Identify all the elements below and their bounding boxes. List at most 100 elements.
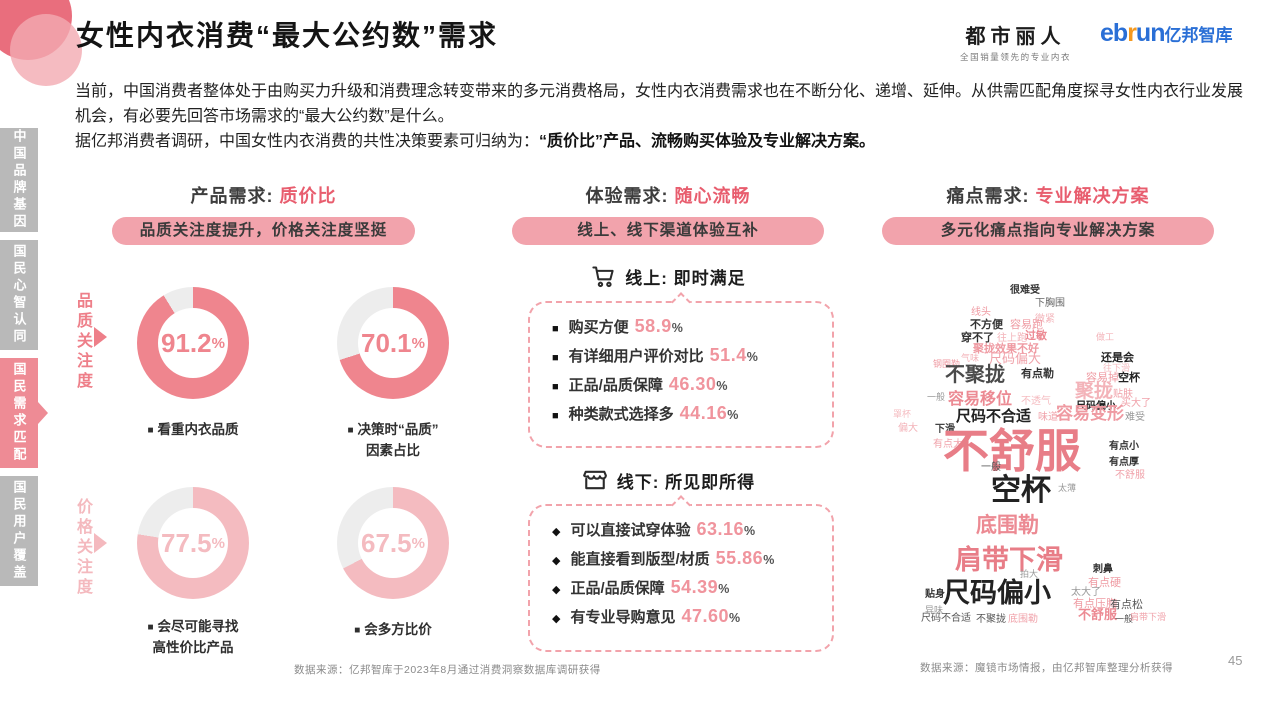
word-cloud-word: 过敏 xyxy=(1025,330,1047,342)
stat-bullet: ■ xyxy=(552,410,559,422)
offline-stats-list: ◆ 可以直接试穿体验 63.16% ◆ 能直接看到版型/材质 55.86% ◆ 正品/品质保障… xyxy=(552,519,832,627)
page-number: 45 xyxy=(1228,653,1243,668)
word-cloud-word: 不舒服 xyxy=(1115,470,1145,481)
word-cloud-word: 尺码不合适 xyxy=(956,408,1032,425)
word-cloud-word: 微紧 xyxy=(1035,314,1055,325)
word-cloud-word: 刺鼻 xyxy=(1093,564,1113,575)
word-cloud-word: 不透气 xyxy=(1021,396,1051,407)
stat-label: 购买方便 xyxy=(568,319,629,336)
word-cloud-word: 一般 xyxy=(1115,614,1134,624)
intro-text: 当前，中国消费者整体处于由购买力升级和消费理念转变带来的多元消费格局，女性内衣消… xyxy=(75,83,1244,125)
cart-icon xyxy=(590,263,617,290)
online-stats-bubble: ■ 购买方便 58.9% ■ 有详细用户评价对比 51.4% ■ 正品/品质保障 46.30% ■… xyxy=(528,292,834,448)
legend-marker: ■ xyxy=(147,425,154,436)
word-cloud-word: 贴身 xyxy=(925,589,945,600)
word-cloud-word: 偏大 xyxy=(898,423,918,434)
word-cloud-word: 太薄 xyxy=(1058,483,1077,493)
word-cloud-word: 拍大 xyxy=(1020,569,1039,579)
word-cloud-word: 不舒服 xyxy=(943,425,1081,477)
stat-item: ◆ 有专业导购意见 47.60% xyxy=(552,606,832,627)
word-cloud-word: 肩带下滑 xyxy=(1130,612,1167,622)
legend-text: 会多方比价 xyxy=(364,622,432,637)
stat-item: ■ 购买方便 58.9% xyxy=(552,316,832,337)
word-cloud-word: 买大了 xyxy=(1121,398,1151,409)
legend-text: 会尽可能寻找 xyxy=(157,619,239,634)
stat-percent-sign: % xyxy=(727,408,739,422)
storefront-icon xyxy=(581,466,609,494)
stat-value: 44.16 xyxy=(679,403,728,423)
sidebar-tab-user-coverage[interactable]: 国民用户覆盖 xyxy=(0,476,38,586)
donut-chart-quality-importance: 91.2% xyxy=(137,287,249,399)
stat-label: 种类款式选择多 xyxy=(568,406,674,423)
stat-percent-sign: % xyxy=(718,582,730,596)
online-heading-text: 线上: 即时满足 xyxy=(625,269,746,288)
stat-bullet: ■ xyxy=(552,323,559,335)
decorative-circle-small xyxy=(10,14,82,86)
stat-value: 63.16 xyxy=(696,519,745,539)
stat-label: 可以直接试穿体验 xyxy=(570,522,691,539)
brand-logo-ebrun: ebrun亿邦智库 xyxy=(1100,19,1232,48)
word-cloud-word: 往下滑 xyxy=(1103,363,1131,373)
intro-text-bold: “质价比”产品、流畅购买体验及专业解决方案。 xyxy=(539,133,876,150)
word-cloud-word: 底围勒 xyxy=(1008,614,1038,625)
painpoint-banner: 多元化痛点指向专业解决方案 xyxy=(882,217,1214,245)
stat-bullet: ◆ xyxy=(552,555,561,567)
stat-percent-sign: % xyxy=(671,321,683,335)
word-cloud-word: 不聚拢 xyxy=(945,364,1005,386)
stat-label: 正品/品质保障 xyxy=(570,580,665,597)
donut-value: 67.5 xyxy=(361,527,412,558)
online-stats-list: ■ 购买方便 58.9% ■ 有详细用户评价对比 51.4% ■ 正品/品质保障 46.30% ■… xyxy=(552,316,832,424)
word-cloud-word: 空杯 xyxy=(991,474,1051,507)
stat-percent-sign: % xyxy=(763,553,775,567)
painpoint-column-title: 痛点需求: 专业解决方案 xyxy=(882,182,1214,208)
stat-item: ■ 种类款式选择多 44.16% xyxy=(552,403,832,424)
word-cloud-word: 下滑 xyxy=(935,424,955,435)
word-cloud-word: 做工 xyxy=(1096,332,1115,342)
word-cloud-word: 底围勒 xyxy=(976,514,1039,537)
word-cloud-word: 容易跑 xyxy=(1010,319,1043,331)
stat-value: 46.30 xyxy=(668,374,717,394)
experience-banner: 线上、线下渠道体验互补 xyxy=(512,217,824,245)
brand-logo-tagline: 全国销量领先的专业内衣 xyxy=(960,52,1072,62)
word-cloud-word: 有点厚 xyxy=(1109,457,1139,468)
stat-value: 47.60 xyxy=(681,606,730,626)
word-cloud-word: 聚拢 xyxy=(1075,381,1114,402)
stat-label: 能直接看到版型/材质 xyxy=(570,551,710,568)
row-label-price: 价格关注度 xyxy=(74,498,91,598)
word-cloud-word: 聚拢效果不好 xyxy=(973,343,1039,355)
online-heading: 线上: 即时满足 xyxy=(512,263,824,290)
word-cloud-word: 罩杯 xyxy=(893,409,912,419)
donut-value: 77.5 xyxy=(161,527,212,558)
stat-percent-sign: % xyxy=(746,350,758,364)
donut-unit: % xyxy=(411,334,425,352)
word-cloud-word: 有点小 xyxy=(1109,441,1139,452)
word-cloud-word: 味道 xyxy=(1038,412,1058,423)
sidebar-tab-brand-gene[interactable]: 中国品牌基因 xyxy=(0,128,38,232)
row-label-quality: 品质关注度 xyxy=(74,292,91,392)
sidebar-tab-mind-recognition[interactable]: 国民心智认同 xyxy=(0,240,38,350)
intro-text-2: 据亿邦消费者调研，中国女性内衣消费的共性决策要素可归纳为： xyxy=(75,133,540,150)
donut-legend-2: ■ 决策时“品质” 因素占比 xyxy=(323,420,463,460)
sidebar-tab-demand-match[interactable]: 国民需求匹配 xyxy=(0,358,48,468)
legend-marker: ■ xyxy=(147,622,154,633)
word-cloud-word: 太大了 xyxy=(1071,587,1101,598)
stat-label: 有专业导购意见 xyxy=(570,609,676,626)
legend-text: 决策时“品质” xyxy=(357,422,439,437)
donut-value: 70.1 xyxy=(361,327,412,358)
painpoint-title-accent: 专业解决方案 xyxy=(1035,186,1150,206)
word-cloud-word: 异味 xyxy=(925,605,944,615)
donut-legend-1: ■ 看重内衣品质 xyxy=(123,420,263,441)
word-cloud-word: 有点松 xyxy=(1110,599,1143,611)
bubble-notch xyxy=(671,495,691,515)
stat-item: ◆ 能直接看到版型/材质 55.86% xyxy=(552,548,832,569)
donut-chart-quality-decision: 70.1% xyxy=(337,287,449,399)
stat-bullet: ◆ xyxy=(552,526,561,538)
stat-item: ◆ 可以直接试穿体验 63.16% xyxy=(552,519,832,540)
ebrun-logo-text2: un xyxy=(1135,19,1166,47)
legend-marker: ■ xyxy=(347,425,354,436)
legend-text-2: 高性价比产品 xyxy=(152,640,234,655)
stat-value: 54.39 xyxy=(670,577,719,597)
stat-value: 51.4 xyxy=(709,345,747,365)
stat-bullet: ■ xyxy=(552,352,559,364)
ebrun-logo-accent: r xyxy=(1127,19,1137,47)
